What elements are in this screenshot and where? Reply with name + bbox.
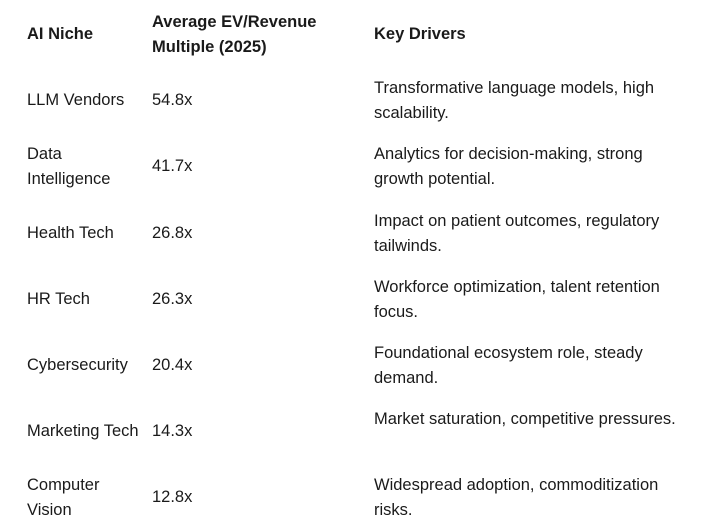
cell-niche: Data Intelligence [27,145,111,188]
cell-niche: Computer Vision [27,476,100,519]
table-row: Marketing Tech 14.3x Market saturation, … [0,407,701,457]
cell-niche: Cybersecurity [27,356,128,374]
cell-multiple: 26.3x [152,290,193,308]
cell-multiple: 26.8x [152,224,193,242]
cell-niche: Marketing Tech [27,422,139,440]
table-header-row: AI Niche Average EV/Revenue Multiple (20… [0,10,701,60]
cell-multiple: 12.8x [152,488,193,506]
cell-multiple: 20.4x [152,356,193,374]
cell-drivers: Foundational ecosystem role, steady dema… [374,344,643,387]
header-key-drivers: Key Drivers [374,25,466,43]
cell-drivers: Widespread adoption, commoditization ris… [374,476,659,519]
cell-multiple: 14.3x [152,422,193,440]
table-row: HR Tech 26.3x Workforce optimization, ta… [0,275,701,325]
cell-niche: LLM Vendors [27,91,125,109]
table-row: Computer Vision 12.8x Widespread adoptio… [0,473,701,523]
header-ai-niche: AI Niche [27,25,94,43]
table-row: LLM Vendors 54.8x Transformative languag… [0,76,701,126]
cell-multiple: 41.7x [152,157,193,175]
table-row: Health Tech 26.8x Impact on patient outc… [0,209,701,259]
table-row: Data Intelligence 41.7x Analytics for de… [0,142,701,192]
header-average-multiple: Average EV/Revenue Multiple (2025) [152,13,317,56]
cell-niche: HR Tech [27,290,90,308]
cell-multiple: 54.8x [152,91,193,109]
cell-drivers: Market saturation, competitive pressures… [374,410,676,428]
table-row: Cybersecurity 20.4x Foundational ecosyst… [0,341,701,391]
cell-niche: Health Tech [27,224,114,242]
cell-drivers: Workforce optimization, talent retention… [374,278,660,321]
cell-drivers: Analytics for decision-making, strong gr… [374,145,643,188]
cell-drivers: Transformative language models, high sca… [374,79,655,122]
cell-drivers: Impact on patient outcomes, regulatory t… [374,212,660,255]
